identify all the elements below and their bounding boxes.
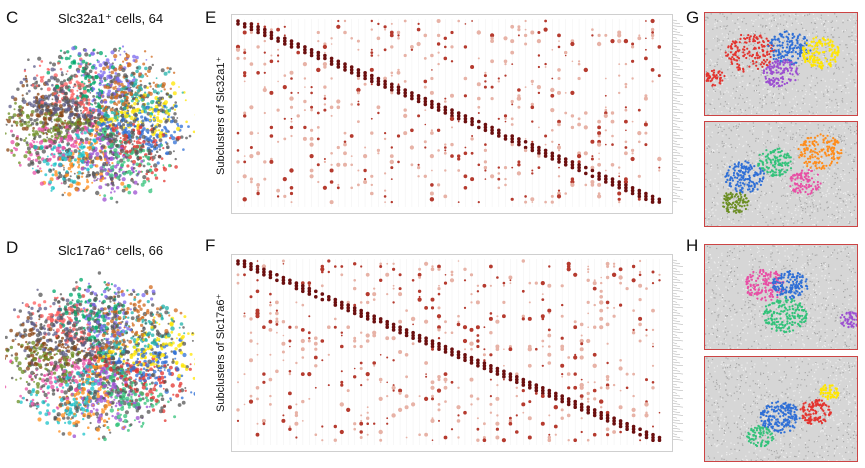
panel-letter-d: D xyxy=(6,238,19,257)
dotplot-marks xyxy=(236,259,662,445)
panel-letter-c: C xyxy=(6,8,19,27)
umap-points xyxy=(5,45,195,204)
umap-points xyxy=(5,271,195,442)
heatmap-ylabel-e: Subclusters of Slc32a1⁺ xyxy=(215,56,227,175)
dotplot-side-ticks-f xyxy=(673,259,684,441)
dotplot-side-ticks-e xyxy=(673,19,684,203)
umap-plot-slc17a6 xyxy=(5,271,195,442)
spatial-points xyxy=(705,357,857,461)
panel-letter-g: G xyxy=(686,8,700,27)
spatial-section-g-top xyxy=(704,12,858,116)
heatmap-ylabel-f: Subclusters of Slc17a6⁺ xyxy=(215,293,227,412)
umap-plot-slc32a1 xyxy=(5,45,195,204)
spatial-points xyxy=(705,245,857,349)
spatial-points xyxy=(705,122,857,226)
spatial-section-h-top xyxy=(704,244,858,350)
panel-letter-h: H xyxy=(686,236,699,255)
dotplot-marks xyxy=(235,18,662,207)
panel-letter-e: E xyxy=(205,8,217,27)
spatial-section-g-bottom xyxy=(704,121,858,227)
dotplot-heatmap-slc32a1 xyxy=(231,14,673,214)
spatial-points xyxy=(705,13,857,115)
panel-letter-f: F xyxy=(205,236,216,255)
umap-title-c: Slc32a1⁺ cells, 64 xyxy=(58,11,164,26)
umap-title-d: Slc17a6⁺ cells, 66 xyxy=(58,243,164,258)
spatial-section-h-bottom xyxy=(704,356,858,462)
dotplot-heatmap-slc17a6 xyxy=(231,254,673,452)
